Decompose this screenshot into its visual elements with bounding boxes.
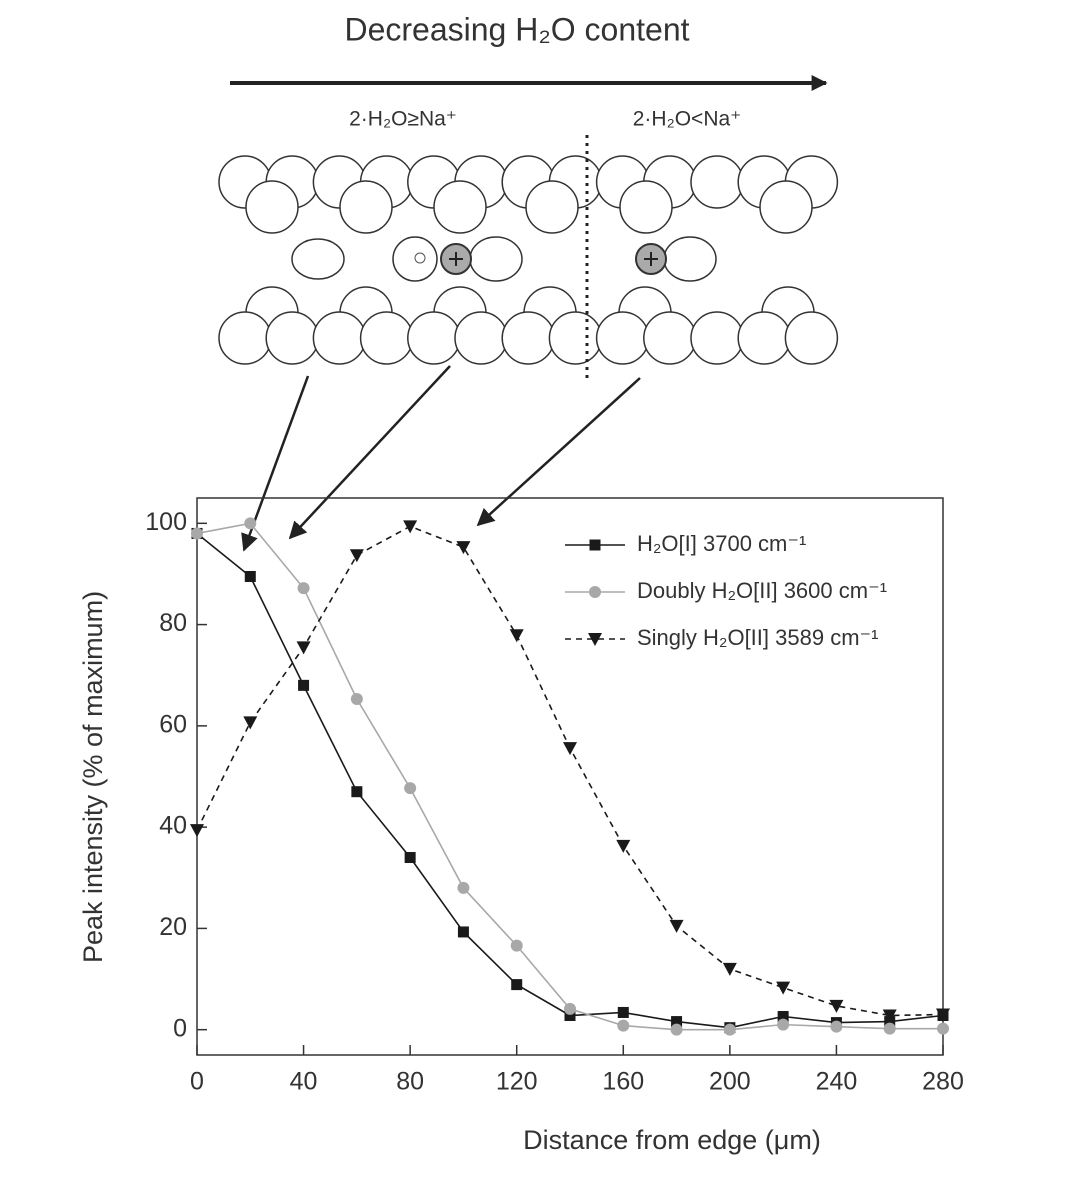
point	[350, 549, 364, 562]
point	[830, 1021, 842, 1033]
x-tick-label: 280	[922, 1068, 964, 1096]
y-axis-label: Peak intensity (% of maximum)	[78, 591, 108, 963]
point	[404, 782, 416, 794]
series-line	[197, 533, 943, 1027]
atom	[455, 312, 507, 364]
x-tick-label: 160	[602, 1068, 644, 1096]
x-tick-label: 200	[709, 1068, 751, 1096]
legend-marker	[590, 540, 601, 551]
legend-label: Singly H₂O[II] 3589 cm⁻¹	[637, 625, 878, 650]
point	[724, 1024, 736, 1036]
point	[456, 541, 470, 554]
atom	[408, 312, 460, 364]
point	[458, 926, 469, 937]
x-axis-label: Distance from edge (μm)	[523, 1125, 821, 1155]
point	[510, 629, 524, 642]
point	[937, 1023, 949, 1035]
y-tick-label: 0	[173, 1014, 187, 1042]
point	[776, 982, 790, 995]
point	[616, 840, 630, 853]
point	[670, 920, 684, 933]
legend-label: Doubly H₂O[II] 3600 cm⁻¹	[637, 578, 887, 603]
point	[298, 680, 309, 691]
atom	[785, 312, 837, 364]
x-tick-label: 80	[396, 1068, 424, 1096]
point	[298, 582, 310, 594]
atom	[620, 181, 672, 233]
point	[723, 963, 737, 976]
y-tick-label: 20	[159, 913, 187, 941]
atom	[691, 156, 743, 208]
atom	[502, 312, 554, 364]
point	[405, 852, 416, 863]
point	[243, 716, 257, 729]
atom	[760, 181, 812, 233]
point	[245, 571, 256, 582]
point	[777, 1019, 789, 1031]
point	[563, 742, 577, 755]
point	[190, 824, 204, 837]
y-tick-label: 100	[145, 508, 187, 536]
atom	[340, 181, 392, 233]
atom	[691, 312, 743, 364]
point	[191, 527, 203, 539]
point	[457, 882, 469, 894]
point	[244, 517, 256, 529]
atom	[526, 181, 578, 233]
x-tick-label: 240	[816, 1068, 858, 1096]
legend-marker	[589, 586, 601, 598]
atom	[313, 312, 365, 364]
point	[618, 1007, 629, 1018]
point	[297, 641, 311, 654]
atom	[549, 312, 601, 364]
point	[403, 520, 417, 533]
y-tick-label: 80	[159, 609, 187, 637]
left-label: 2·H₂O≥Na⁺	[349, 108, 457, 131]
point	[511, 979, 522, 990]
figure: Decreasing H₂O content 2·H₂O≥Na⁺ 2·H₂O<N…	[0, 0, 1089, 1172]
point	[884, 1023, 896, 1035]
x-tick-label: 40	[290, 1068, 318, 1096]
atom	[246, 181, 298, 233]
pointer-arrows	[244, 366, 640, 550]
atom	[644, 312, 696, 364]
y-tick-label: 60	[159, 710, 187, 738]
point	[351, 693, 363, 705]
atom	[361, 312, 413, 364]
atom	[266, 312, 318, 364]
atom	[219, 312, 271, 364]
point	[617, 1020, 629, 1032]
y-tick-label: 40	[159, 812, 187, 840]
atom	[738, 312, 790, 364]
x-tick-label: 120	[496, 1068, 538, 1096]
x-tick-label: 0	[190, 1068, 204, 1096]
point	[671, 1024, 683, 1036]
point	[564, 1003, 576, 1015]
point	[351, 786, 362, 797]
legend-label: H₂O[I] 3700 cm⁻¹	[637, 531, 806, 556]
diagram-title: Decreasing H₂O content	[344, 11, 689, 47]
atom	[597, 312, 649, 364]
atom	[434, 181, 486, 233]
molecules	[292, 237, 716, 281]
point	[511, 940, 523, 952]
right-label: 2·H₂O<Na⁺	[633, 108, 742, 131]
